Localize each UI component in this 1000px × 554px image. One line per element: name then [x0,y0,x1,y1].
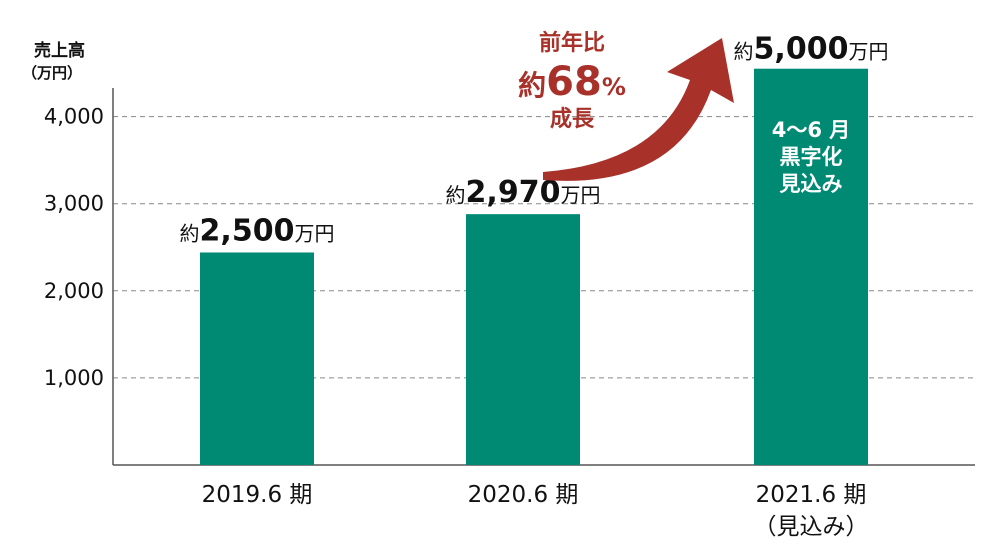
y-axis-unit: （万円） [22,64,82,82]
y-axis-label: 売上高 [34,40,85,61]
value-prefix: 約 [180,221,200,245]
growth-line3: 成長 [550,107,595,132]
category-label: 2019.6 期 [202,482,313,508]
value-unit: 万円 [560,183,600,207]
y-tick-label: 4,000 [44,105,104,129]
y-tick-label: 3,000 [44,192,104,216]
bars [200,68,868,465]
bar [466,214,580,465]
bar [200,252,314,465]
growth-prefix: 約 [518,69,546,102]
growth-arrow [543,38,734,181]
value-number: 2,970 [466,175,561,210]
y-tick-label: 1,000 [44,366,104,390]
bar-note-line: 見込み [780,172,843,196]
bar-note-line: 黒字化 [780,145,843,169]
value-number: 2,500 [200,213,295,248]
growth-annotation: 前年比 約68% 成長 [518,30,626,132]
value-prefix: 約 [734,40,754,64]
value-label: 約5,000万円 [734,32,889,67]
value-label: 約2,970万円 [446,175,601,210]
value-label: 約2,500万円 [180,213,335,248]
growth-line2: 約68% [518,59,626,105]
value-unit: 万円 [848,40,888,64]
value-number: 5,000 [754,32,849,67]
category-label: 2021.6 期 [756,482,867,508]
value-prefix: 約 [446,183,466,207]
bar [754,68,868,465]
value-unit: 万円 [294,221,334,245]
growth-line1: 前年比 [539,30,605,56]
growth-unit: % [602,73,626,101]
growth-number: 68 [546,59,602,105]
category-label: 2020.6 期 [468,482,579,508]
category-sublabel: （見込み） [754,514,869,540]
bar-note-line: 4～6 月 [772,118,851,142]
category-labels: 2019.6 期 2020.6 期 2021.6 期 （見込み） [202,482,869,540]
y-tick-labels: 1,000 2,000 3,000 4,000 [44,105,104,390]
y-tick-label: 2,000 [44,279,104,303]
